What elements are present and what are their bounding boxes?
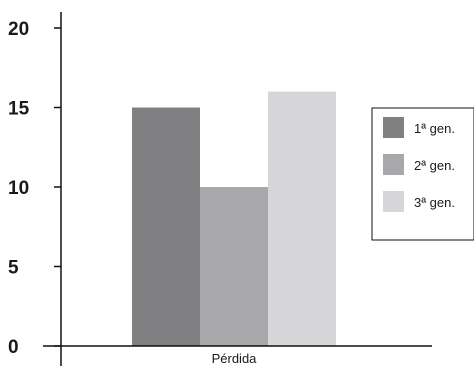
legend-label-1: 1ª gen. — [414, 121, 455, 136]
legend-swatch-3 — [383, 191, 404, 212]
legend-label-2: 2ª gen. — [414, 158, 455, 173]
bar-1 — [132, 107, 200, 346]
x-category-label: Pérdida — [212, 351, 258, 366]
y-axis-ticks: 0 5 10 15 20 — [8, 19, 61, 358]
legend-label-3: 3ª gen. — [414, 195, 455, 210]
y-tick-label: 20 — [8, 19, 29, 40]
legend-swatch-1 — [383, 117, 404, 138]
bar-3 — [268, 91, 336, 346]
bar-2 — [200, 187, 268, 346]
y-tick-label: 15 — [8, 99, 30, 120]
legend: 1ª gen. 2ª gen. 3ª gen. — [371, 107, 474, 241]
bars — [132, 91, 336, 346]
y-tick-label: 10 — [8, 178, 29, 199]
y-tick-label: 5 — [8, 258, 19, 279]
y-tick-label: 0 — [8, 337, 19, 358]
x-axis-labels: Pérdida — [212, 351, 258, 366]
legend-swatch-2 — [383, 154, 404, 175]
